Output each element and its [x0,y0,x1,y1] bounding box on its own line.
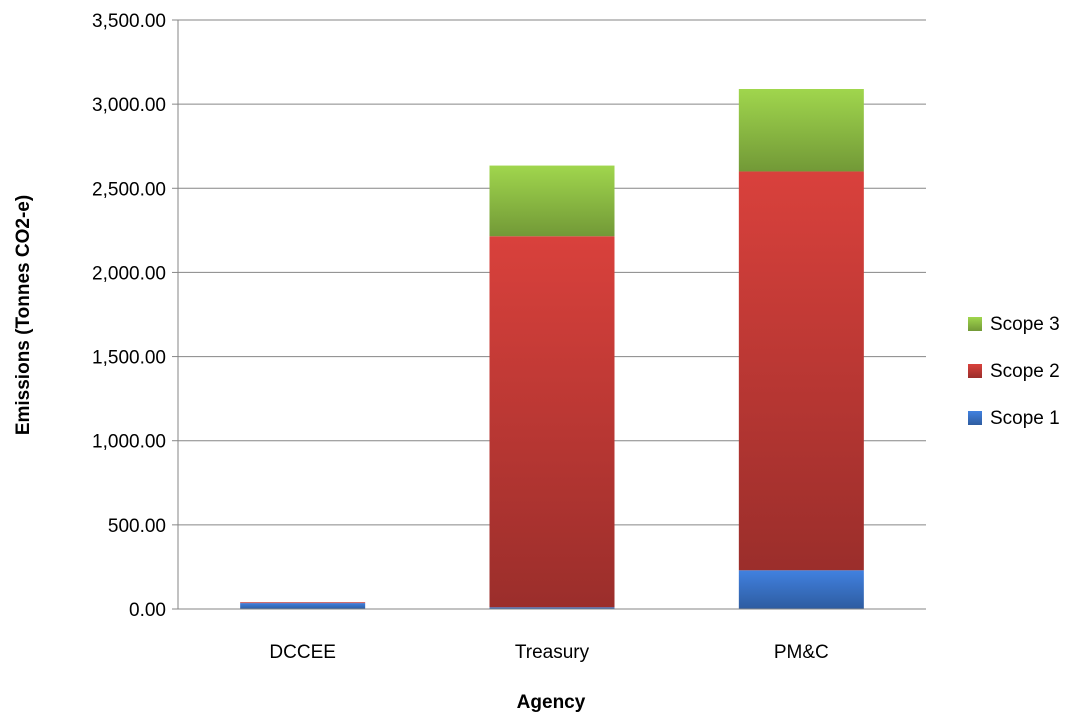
legend-label: Scope 3 [990,314,1060,335]
y-tick-label: 3,000.00 [92,95,166,116]
y-tick-labels: 0.00 500.00 1,000.00 1,500.00 2,000.00 2,500.… [92,11,166,621]
bar-segment [489,236,615,608]
legend-label: Scope 2 [990,361,1060,382]
y-tick-label: 2,500.00 [92,179,166,200]
x-axis-title: Agency [517,692,586,713]
bar-segment [738,570,864,609]
bar-segment [489,607,615,609]
bar-segment [738,88,864,172]
x-tick-label: DCCEE [269,642,336,663]
legend-label: Scope 1 [990,408,1060,429]
y-tick-label: 1,000.00 [92,432,166,453]
legend-swatch [968,364,982,378]
bar-segment [489,165,615,237]
legend: Scope 3 Scope 2 Scope 1 [968,314,1060,429]
bar-segment [240,602,366,604]
x-tick-label: PM&C [774,642,829,663]
y-axis-title: Emissions (Tonnes CO2-e) [13,195,34,435]
x-tick-labels: DCCEE Treasury PM&C [269,642,828,663]
bar-segment [240,603,366,609]
x-tick-label: Treasury [515,642,590,663]
y-tick-label: 2,000.00 [92,263,166,284]
y-tick-label: 0.00 [129,600,166,621]
legend-swatch [968,411,982,425]
bar-segment [738,171,864,571]
axes [177,20,926,610]
y-tick-label: 500.00 [108,516,166,537]
y-tick-label: 3,500.00 [92,11,166,32]
y-tick-label: 1,500.00 [92,348,166,369]
legend-swatch [968,317,982,331]
bars [240,88,864,609]
